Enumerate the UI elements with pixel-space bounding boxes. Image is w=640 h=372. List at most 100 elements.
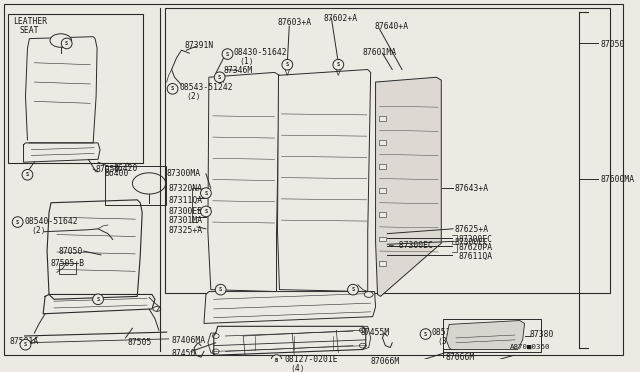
- Text: 08513-51223: 08513-51223: [431, 328, 485, 337]
- Polygon shape: [446, 321, 525, 350]
- Polygon shape: [208, 73, 280, 292]
- Circle shape: [215, 284, 226, 295]
- Ellipse shape: [360, 343, 366, 348]
- Text: ⟨2⟩: ⟨2⟩: [31, 226, 46, 235]
- Text: 87300EC: 87300EC: [459, 235, 493, 244]
- Ellipse shape: [364, 292, 373, 297]
- Bar: [378, 188, 387, 193]
- Text: S: S: [16, 219, 19, 225]
- Text: 87320NA: 87320NA: [169, 185, 203, 193]
- Text: 87391N: 87391N: [184, 41, 214, 49]
- Ellipse shape: [212, 334, 219, 339]
- Text: S: S: [26, 172, 29, 177]
- Bar: [378, 212, 387, 217]
- Circle shape: [200, 188, 211, 198]
- Text: 08127-0201E: 08127-0201E: [284, 355, 338, 364]
- Bar: [378, 140, 387, 145]
- Circle shape: [20, 339, 31, 350]
- Bar: [378, 164, 387, 169]
- Text: S: S: [171, 86, 174, 91]
- Text: 87301MA: 87301MA: [169, 216, 203, 225]
- Text: 87603+A: 87603+A: [278, 18, 312, 28]
- Circle shape: [214, 72, 225, 83]
- Bar: [444, 318, 541, 352]
- Bar: [164, 8, 610, 292]
- Text: 87300EB-C: 87300EB-C: [169, 206, 212, 216]
- Text: S: S: [204, 190, 207, 196]
- Text: 87066M: 87066M: [445, 353, 474, 362]
- Text: 87640+A: 87640+A: [374, 22, 409, 31]
- Text: LEATHER: LEATHER: [13, 17, 47, 26]
- Text: S: S: [24, 342, 27, 347]
- Text: S: S: [218, 75, 221, 80]
- Text: 87050: 87050: [95, 165, 120, 174]
- Ellipse shape: [50, 34, 72, 47]
- Ellipse shape: [360, 328, 366, 333]
- Text: 87325+A: 87325+A: [169, 226, 203, 235]
- Text: 87050: 87050: [59, 247, 83, 256]
- Text: S: S: [424, 331, 427, 337]
- Text: SEAT: SEAT: [20, 26, 39, 35]
- Text: 87625+A: 87625+A: [454, 225, 488, 234]
- Text: S: S: [226, 52, 229, 57]
- Text: S: S: [351, 287, 355, 292]
- Circle shape: [22, 169, 33, 180]
- Bar: [378, 237, 387, 241]
- Text: 87643+A: 87643+A: [454, 185, 488, 193]
- Circle shape: [167, 83, 178, 94]
- Circle shape: [348, 284, 358, 295]
- Text: 87505+B: 87505+B: [51, 259, 85, 268]
- Circle shape: [271, 355, 282, 365]
- Ellipse shape: [132, 173, 166, 194]
- Circle shape: [282, 60, 292, 70]
- Circle shape: [333, 60, 344, 70]
- Text: 86400: 86400: [105, 169, 129, 178]
- Text: 86420: 86420: [114, 164, 138, 173]
- Bar: [378, 261, 387, 266]
- Polygon shape: [278, 70, 371, 292]
- Circle shape: [93, 294, 104, 305]
- Polygon shape: [204, 292, 376, 323]
- Circle shape: [61, 38, 72, 49]
- Text: S: S: [285, 62, 289, 67]
- Text: — 87300EC: — 87300EC: [389, 241, 433, 250]
- Text: 87066M: 87066M: [371, 357, 400, 366]
- Circle shape: [12, 217, 23, 227]
- Text: 08430-51642: 08430-51642: [234, 48, 287, 57]
- Text: S: S: [65, 41, 68, 46]
- Circle shape: [222, 49, 233, 60]
- Bar: [8, 13, 143, 163]
- Text: B: B: [275, 357, 278, 363]
- Text: S: S: [97, 297, 100, 302]
- Text: 87406MA: 87406MA: [172, 336, 205, 345]
- Text: 87050: 87050: [600, 39, 625, 49]
- Text: 87450: 87450: [172, 350, 196, 359]
- Text: 87611QA: 87611QA: [459, 252, 493, 261]
- Text: 87300MA: 87300MA: [166, 169, 201, 178]
- Text: 87601MA: 87601MA: [363, 48, 397, 57]
- Ellipse shape: [212, 349, 219, 354]
- Text: 87380: 87380: [529, 330, 554, 339]
- Text: S: S: [219, 287, 222, 292]
- Text: 87455M: 87455M: [361, 328, 390, 337]
- Text: 87620PA: 87620PA: [459, 243, 493, 252]
- Text: A870■0360: A870■0360: [510, 344, 550, 350]
- Text: ⟨2⟩: ⟨2⟩: [186, 92, 201, 101]
- Text: 08540-51642: 08540-51642: [24, 217, 78, 226]
- Text: 87311QA: 87311QA: [169, 196, 203, 205]
- Circle shape: [200, 206, 211, 217]
- Text: ⟨4⟩: ⟨4⟩: [291, 364, 305, 372]
- Ellipse shape: [153, 307, 161, 311]
- Text: ⟨1⟩: ⟨1⟩: [239, 57, 254, 66]
- Bar: [59, 263, 77, 274]
- Polygon shape: [376, 77, 441, 296]
- Circle shape: [420, 329, 431, 339]
- Text: 87300EC: 87300EC: [454, 237, 488, 247]
- Text: S: S: [337, 62, 340, 67]
- Text: S: S: [204, 209, 207, 214]
- Text: 87501A: 87501A: [10, 337, 39, 346]
- Bar: [105, 166, 166, 205]
- Text: ⟨3⟩: ⟨3⟩: [437, 337, 452, 346]
- Bar: [378, 116, 387, 121]
- Text: 87346M: 87346M: [223, 65, 253, 75]
